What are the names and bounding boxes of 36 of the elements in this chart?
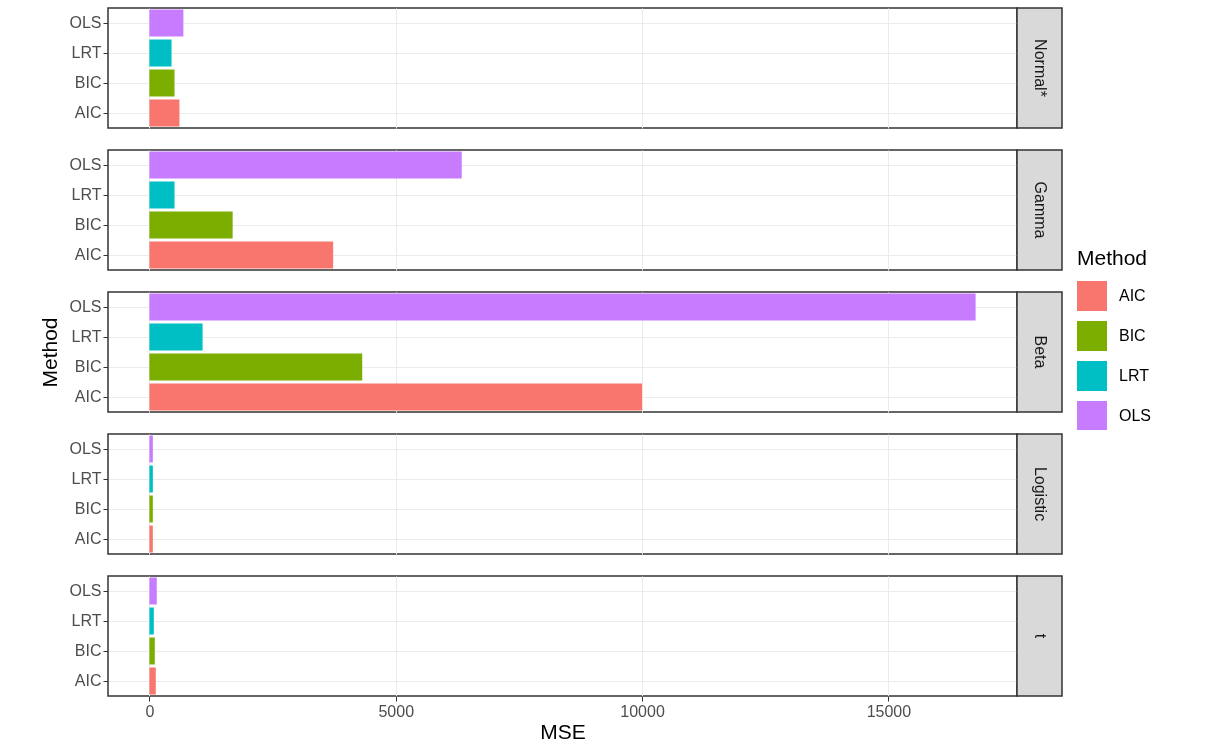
y-tick-label: LRT <box>71 328 102 345</box>
y-tick-label: OLS <box>69 156 102 173</box>
text: Gamma <box>1031 181 1049 239</box>
y-tick-label: BIC <box>74 74 102 91</box>
legend-label: BIC <box>1119 327 1146 344</box>
y-tick-label: OLS <box>69 298 102 315</box>
y-tick-label: AIC <box>74 672 102 689</box>
y-tick-label: BIC <box>74 216 102 233</box>
y-tick-label: LRT <box>71 470 102 487</box>
y-tick-label: LRT <box>71 44 102 61</box>
text: Logistic <box>1031 466 1049 522</box>
y-tick-label: AIC <box>74 104 102 121</box>
text: t <box>1031 633 1049 639</box>
y-tick-label: OLS <box>69 14 102 31</box>
x-tick-label: 0 <box>145 702 155 720</box>
y-tick-label: OLS <box>69 582 102 599</box>
text: Beta <box>1031 335 1049 369</box>
x-tick-label: 5000 <box>378 702 415 720</box>
y-tick-label: LRT <box>71 186 102 203</box>
legend-label: LRT <box>1119 367 1150 384</box>
y-tick-label: LRT <box>71 612 102 629</box>
y-axis-title: Method <box>38 317 62 388</box>
legend-label: AIC <box>1119 287 1146 304</box>
y-tick-label: OLS <box>69 440 102 457</box>
text: Normal* <box>1031 39 1049 97</box>
legend-title: Method <box>1077 246 1148 269</box>
x-tick-label: 10000 <box>620 702 665 720</box>
x-tick-label: 15000 <box>866 702 912 720</box>
legend-label: OLS <box>1119 407 1152 424</box>
y-tick-label: BIC <box>74 500 102 517</box>
x-axis-title: MSE <box>540 719 586 743</box>
y-tick-label: AIC <box>74 246 102 263</box>
y-tick-label: AIC <box>74 388 102 405</box>
y-tick-label: BIC <box>74 358 102 375</box>
y-tick-label: AIC <box>74 530 102 547</box>
y-tick-label: BIC <box>74 642 102 659</box>
